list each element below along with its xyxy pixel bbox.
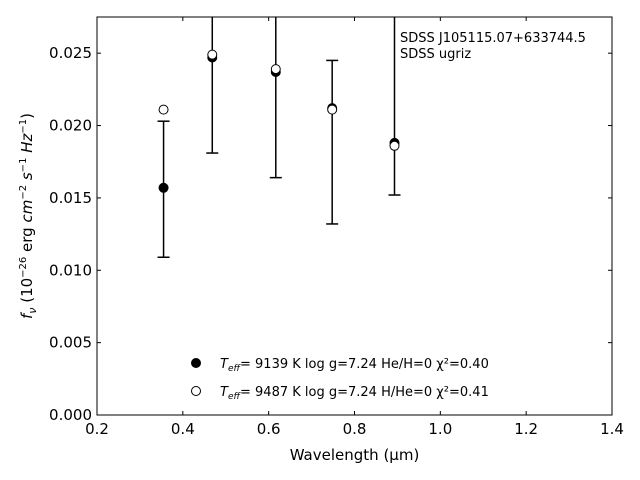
plot-area <box>97 17 612 415</box>
point-open <box>158 104 169 115</box>
point-filled <box>158 182 169 193</box>
legend-marker-open <box>191 386 201 396</box>
point-open <box>389 140 400 151</box>
x-tick-label: 0.6 <box>257 420 281 438</box>
y-tick-label: 0.005 <box>49 334 92 352</box>
y-tick-label: 0.025 <box>49 44 92 62</box>
x-tick-label: 1.2 <box>514 420 538 438</box>
point-open <box>270 64 281 75</box>
legend-entry-1: Teff= 9139 K log g=7.24 He/H=0 χ²=0.40 <box>220 357 489 374</box>
x-axis-label: Wavelength (μm) <box>290 446 420 464</box>
x-tick-label: 0.8 <box>343 420 367 438</box>
y-tick-label: 0.000 <box>49 406 92 424</box>
y-tick-label: 0.010 <box>49 261 92 279</box>
legend-entry-2: Teff= 9487 K log g=7.24 H/He=0 χ²=0.41 <box>220 385 489 402</box>
point-open <box>327 104 338 115</box>
annotation-object: SDSS J105115.07+633744.5 <box>400 31 586 46</box>
legend-marker-filled <box>191 358 201 368</box>
y-tick-label: 0.015 <box>49 189 92 207</box>
point-open <box>207 49 218 60</box>
x-axis-ticks: 0.2 0.4 0.6 0.8 1.0 1.2 1.4 <box>85 17 624 438</box>
x-tick-label: 0.2 <box>85 420 109 438</box>
annotation-survey: SDSS ugriz <box>400 47 471 62</box>
x-tick-label: 1.0 <box>428 420 452 438</box>
error-bars <box>157 17 401 258</box>
data-points <box>158 49 400 193</box>
y-axis-label: fν (10−26 erg cm−2 s−1 Hz−1) <box>18 113 39 319</box>
y-axis-ticks: 0.000 0.005 0.010 0.015 0.020 0.025 <box>49 44 612 424</box>
x-tick-label: 1.4 <box>600 420 624 438</box>
y-tick-label: 0.020 <box>49 117 92 135</box>
y-axis-label-text: fν (10−26 erg cm−2 s−1 Hz−1) <box>18 113 39 319</box>
x-tick-label: 0.4 <box>171 420 195 438</box>
legend: Teff= 9139 K log g=7.24 He/H=0 χ²=0.40 T… <box>191 357 489 402</box>
